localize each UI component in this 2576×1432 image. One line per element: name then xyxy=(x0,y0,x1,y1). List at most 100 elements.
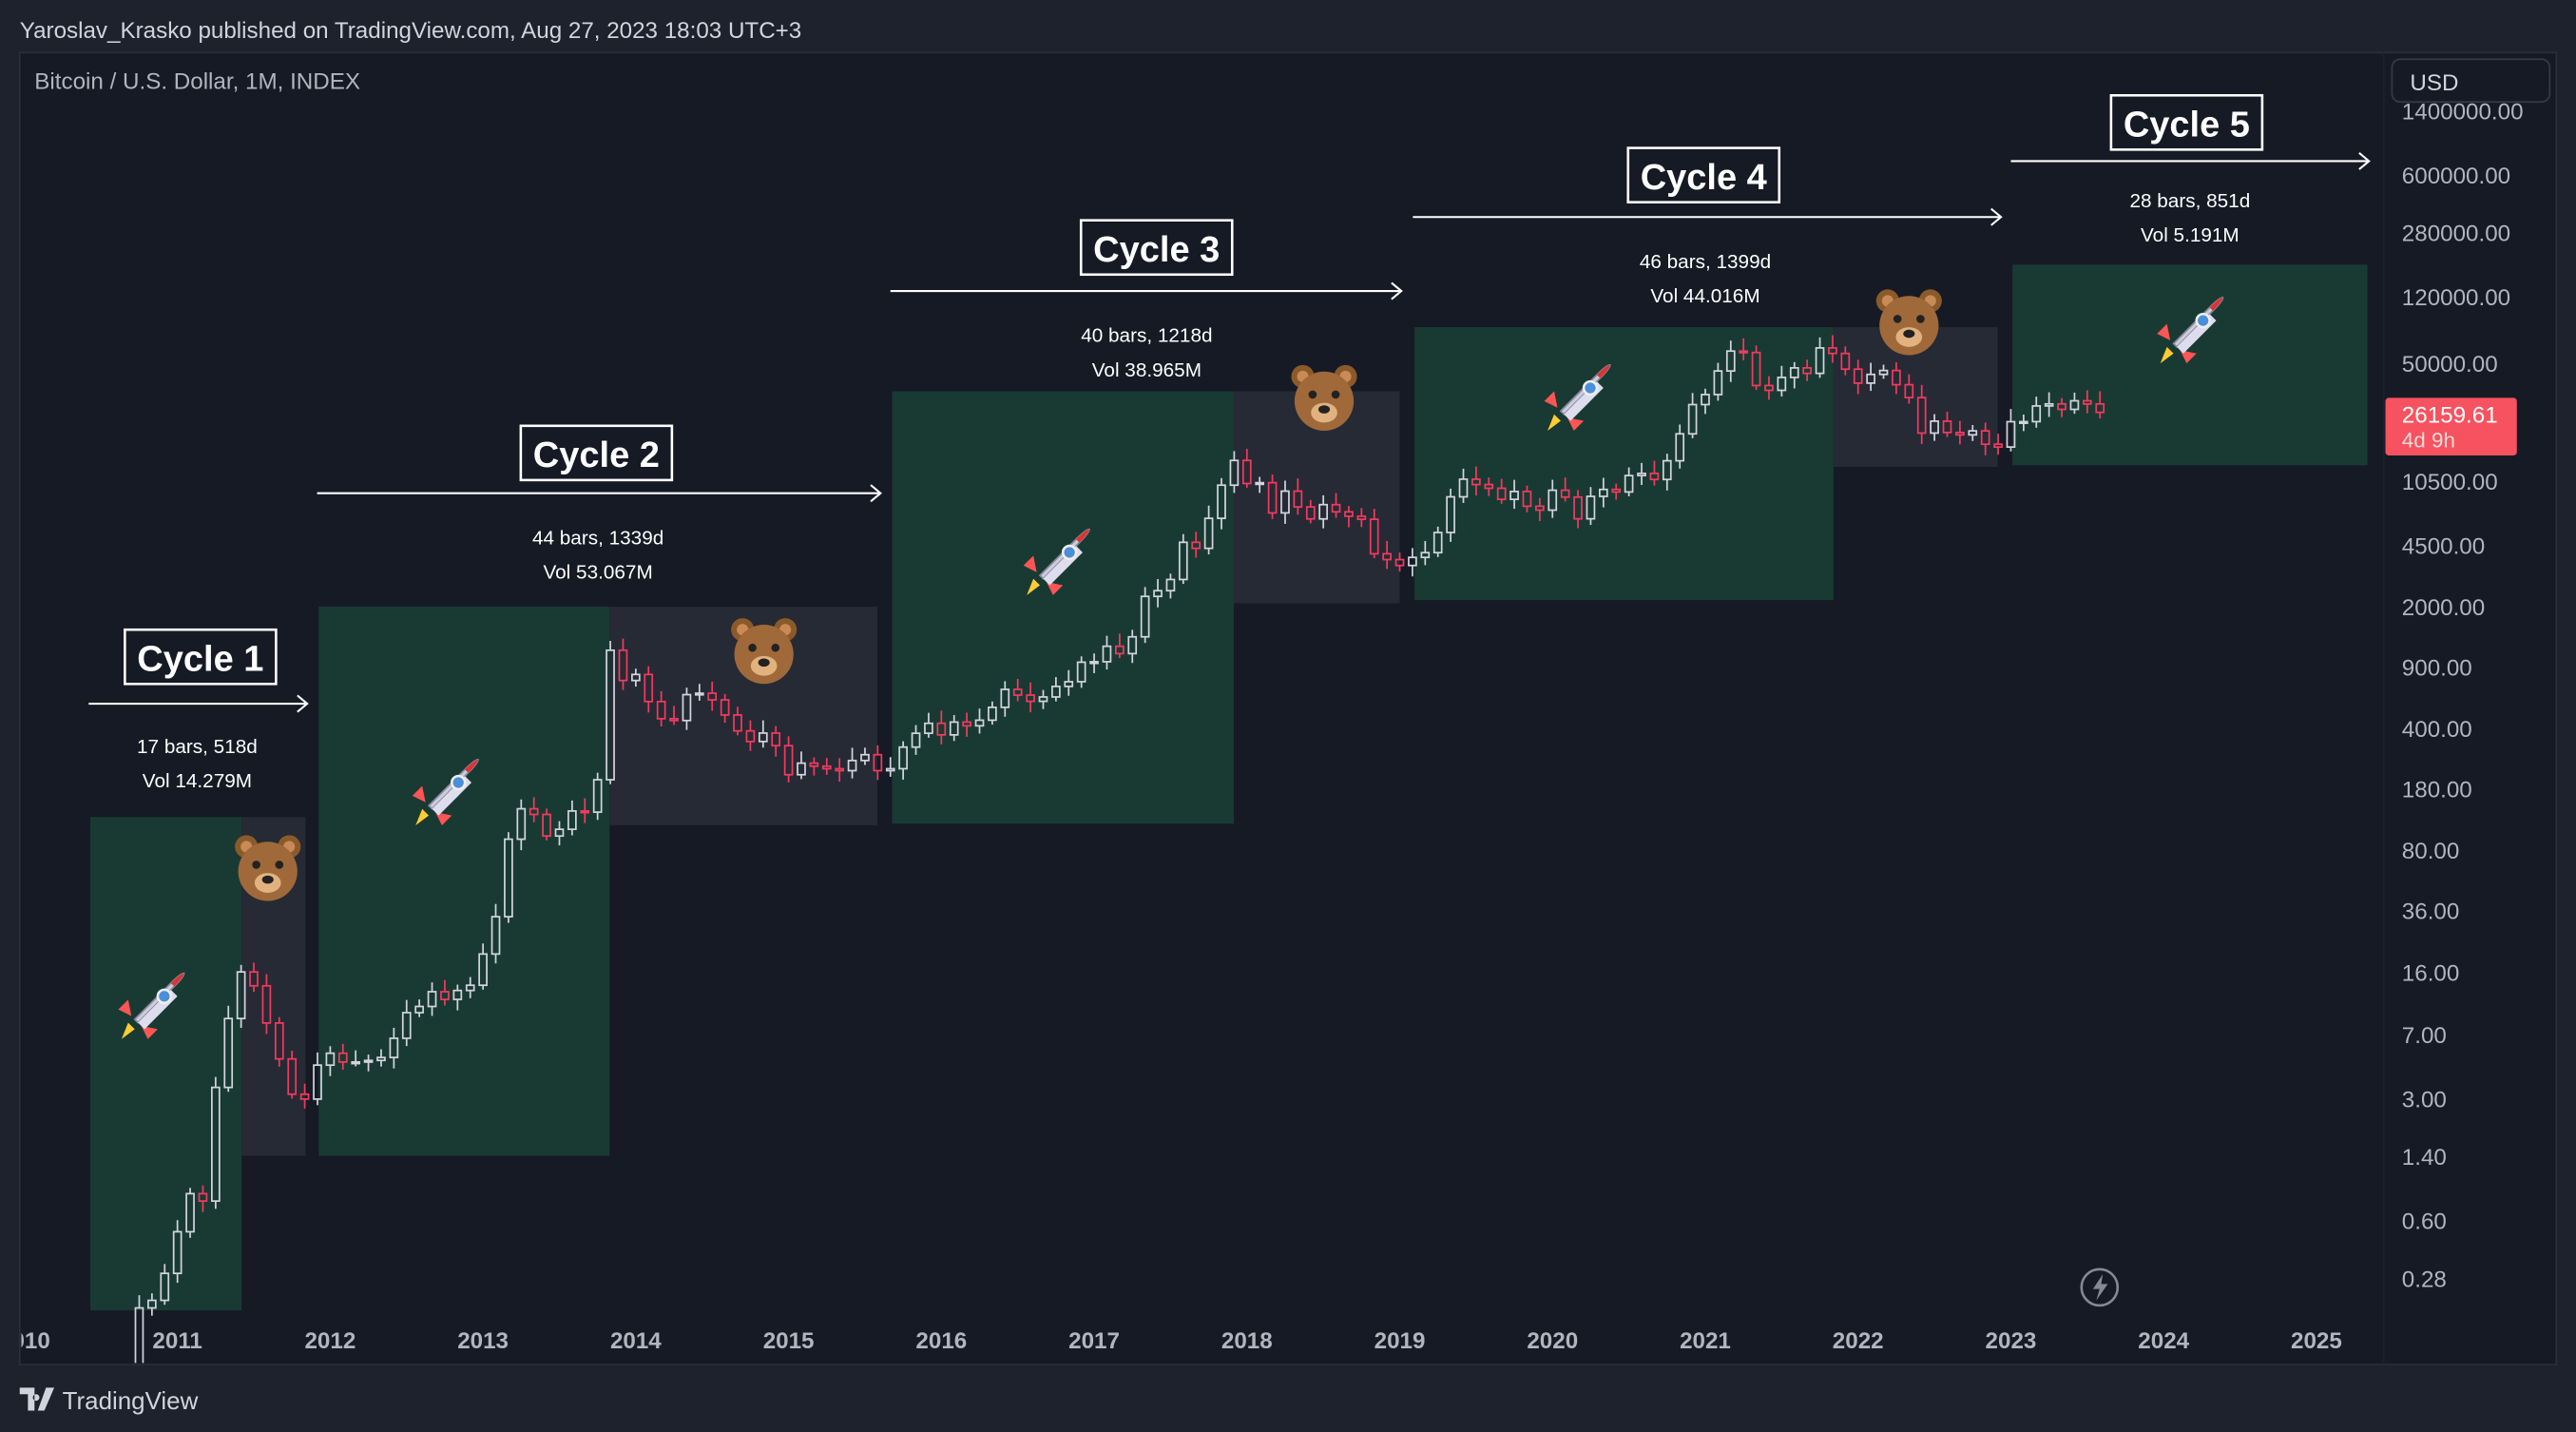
candle-body xyxy=(1522,490,1532,508)
candle xyxy=(274,1016,284,1067)
candle-body xyxy=(160,1272,170,1302)
y-tick-label: 50000.00 xyxy=(2402,352,2498,377)
candle-body xyxy=(669,717,679,722)
candle-body xyxy=(682,693,692,722)
candle-body xyxy=(1446,495,1455,533)
candle xyxy=(1064,669,1074,696)
cycle-bars-duration: 17 bars, 518d xyxy=(137,736,258,758)
candle-body xyxy=(1904,383,1914,399)
x-tick-label: 2013 xyxy=(457,1328,509,1354)
candle-body xyxy=(898,745,908,770)
candle xyxy=(452,984,463,1011)
candle-body xyxy=(1687,403,1698,435)
candle-body xyxy=(1089,661,1099,665)
candle-body xyxy=(1955,431,1965,436)
candle-body xyxy=(1713,370,1723,396)
candle xyxy=(949,715,959,742)
candle xyxy=(554,821,565,846)
last-price-countdown: 4d 9h xyxy=(2402,428,2455,452)
candle-body xyxy=(1840,352,1851,371)
candle xyxy=(1725,340,1736,382)
candle-body xyxy=(1165,578,1176,592)
candle xyxy=(2044,392,2054,417)
x-tick-label: 2019 xyxy=(1375,1328,1426,1354)
candle xyxy=(1318,494,1328,529)
candle-body xyxy=(1675,433,1685,462)
cycle-label-box xyxy=(1626,146,1781,203)
y-tick-label: 0.60 xyxy=(2402,1209,2447,1235)
candle xyxy=(1916,384,1927,444)
candle-body xyxy=(1853,368,1863,384)
candle-body xyxy=(1548,489,1558,512)
candle xyxy=(1038,689,1048,709)
candle xyxy=(1866,362,1875,392)
currency-button[interactable]: USD xyxy=(2391,58,2551,104)
candle-body xyxy=(1942,420,1952,434)
candle-body xyxy=(745,729,756,743)
candle xyxy=(835,758,845,783)
last-price-value: 26159.61 xyxy=(2402,402,2498,428)
candle xyxy=(427,982,437,1016)
candle xyxy=(1764,376,1774,400)
candle xyxy=(1904,374,1914,404)
candle-body xyxy=(1484,483,1494,490)
candle xyxy=(567,800,577,836)
candle-body xyxy=(860,753,870,762)
candle-body xyxy=(1051,686,1061,698)
candle-body xyxy=(529,807,539,816)
candle xyxy=(1000,681,1010,717)
candle xyxy=(1687,393,1698,438)
bull-zone xyxy=(2012,264,2368,466)
candle-body xyxy=(1382,552,1392,561)
candle-body xyxy=(835,767,845,772)
candle xyxy=(592,772,603,821)
candle xyxy=(440,979,450,1006)
arrow-head-icon xyxy=(870,484,882,503)
y-tick-label: 3.00 xyxy=(2402,1088,2447,1113)
y-tick-label: 1.40 xyxy=(2402,1145,2447,1171)
time-axis[interactable]: 2010 2011 2012 2013 2014 2015 2016 2017 2018 2019… xyxy=(0,1328,2342,1354)
candle xyxy=(847,747,857,779)
y-tick-label: 180.00 xyxy=(2402,778,2472,803)
cycle-label-box xyxy=(124,628,278,686)
candle xyxy=(325,1046,336,1076)
candle-body xyxy=(1344,511,1354,517)
candle-body xyxy=(1038,696,1048,703)
y-tick-label: 900.00 xyxy=(2402,656,2472,682)
y-tick-label: 16.00 xyxy=(2402,960,2460,986)
candle xyxy=(1293,478,1303,515)
candle xyxy=(198,1185,208,1212)
candle xyxy=(733,706,742,736)
candle xyxy=(363,1055,374,1072)
candle xyxy=(873,745,883,781)
tradingview-logo[interactable]: TradingView xyxy=(19,1387,199,1415)
candle xyxy=(1471,466,1481,496)
cycle-volume: Vol 5.191M xyxy=(2141,224,2240,246)
candle xyxy=(936,710,947,745)
candle xyxy=(1267,474,1278,519)
candle-body xyxy=(567,810,577,831)
candle xyxy=(1535,497,1545,522)
candle-body xyxy=(261,984,272,1024)
candle-body xyxy=(631,673,641,682)
lightning-icon xyxy=(2092,1274,2108,1301)
candle-body xyxy=(172,1230,183,1275)
candle xyxy=(351,1050,361,1067)
candle xyxy=(1229,451,1240,493)
price-axis[interactable]: 1400000.00 600000.00 280000.00 120000.00 500… xyxy=(2402,100,2524,1293)
x-tick-label: 2010 xyxy=(0,1328,50,1354)
candle xyxy=(223,1005,234,1093)
candle xyxy=(1624,467,1634,497)
candle xyxy=(147,1293,157,1316)
y-tick-label: 2000.00 xyxy=(2402,595,2485,621)
candle xyxy=(2006,409,2016,452)
candle xyxy=(529,797,539,822)
candle-body xyxy=(542,813,551,838)
candle-body xyxy=(2006,420,2016,448)
replay-button[interactable] xyxy=(2080,1268,2120,1307)
candle xyxy=(1713,362,1723,401)
cycle-label: Cycle 1 xyxy=(137,639,263,679)
x-tick-label: 2022 xyxy=(1833,1328,1884,1354)
y-tick-label: 10500.00 xyxy=(2402,470,2498,495)
candle xyxy=(1739,338,1749,360)
